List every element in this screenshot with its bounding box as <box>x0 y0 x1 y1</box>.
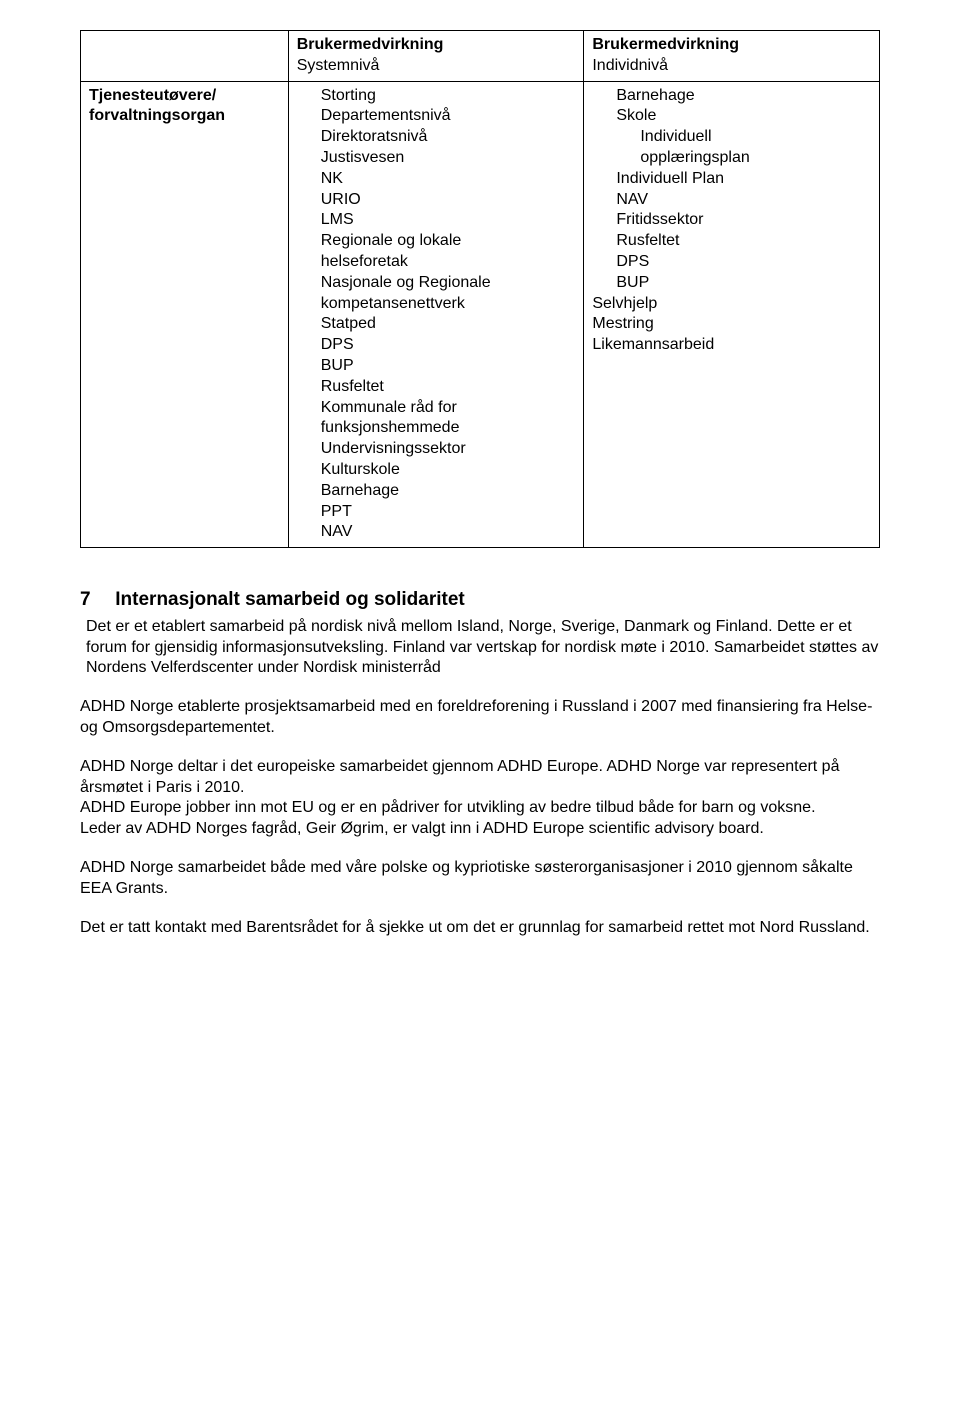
list-item: Statped <box>321 314 576 335</box>
list-item: BUP <box>592 273 871 294</box>
list-item: helseforetak <box>321 252 576 273</box>
list-item: opplæringsplan <box>592 148 871 169</box>
list-item: Mestring <box>592 314 871 335</box>
list-item: Individuell Plan <box>592 169 871 190</box>
list-item: Fritidssektor <box>592 210 871 231</box>
section-title: Internasjonalt samarbeid og solidaritet <box>115 589 464 610</box>
list-item: Kommunale råd for <box>321 398 576 419</box>
col1-header-l2: Systemnivå <box>297 57 380 74</box>
col2-header-l1: Brukermedvirkning <box>592 36 739 53</box>
list-item: Undervisningssektor <box>321 439 576 460</box>
brukermedvirkning-table: Brukermedvirkning Systemnivå Brukermedvi… <box>80 30 880 548</box>
list-item: Barnehage <box>321 481 576 502</box>
list-item: BUP <box>321 356 576 377</box>
body-paragraph: Leder av ADHD Norges fagråd, Geir Øgrim,… <box>80 819 880 840</box>
list-item: DPS <box>321 335 576 356</box>
list-item: Selvhjelp <box>592 294 871 315</box>
list-item: NAV <box>321 522 576 543</box>
list-item: NK <box>321 169 576 190</box>
body-paragraph: Det er et etablert samarbeid på nordisk … <box>80 617 880 679</box>
list-item: LMS <box>321 210 576 231</box>
list-item: URIO <box>321 190 576 211</box>
list-item: Rusfeltet <box>592 231 871 252</box>
list-item: Individuell <box>592 127 871 148</box>
list-item: Direktoratsnivå <box>321 127 576 148</box>
list-item: PPT <box>321 502 576 523</box>
list-item: Skole <box>592 106 871 127</box>
section-heading: 7 Internasjonalt samarbeid og solidarite… <box>80 588 880 613</box>
list-item: Kulturskole <box>321 460 576 481</box>
col1-header-l1: Brukermedvirkning <box>297 36 444 53</box>
section-number: 7 <box>80 588 110 613</box>
list-item: Regionale og lokale <box>321 231 576 252</box>
col2-header-l2: Individnivå <box>592 57 668 74</box>
list-item: Justisvesen <box>321 148 576 169</box>
list-item: kompetansenettverk <box>321 294 576 315</box>
list-item: DPS <box>592 252 871 273</box>
body-paragraph: ADHD Norge samarbeidet både med våre pol… <box>80 858 880 900</box>
list-item: Rusfeltet <box>321 377 576 398</box>
body-paragraph: ADHD Norge deltar i det europeiske samar… <box>80 757 880 799</box>
individ-level-list: BarnehageSkoleIndividuellopplæringsplanI… <box>592 86 871 356</box>
list-item: Likemannsarbeid <box>592 335 871 356</box>
body-paragraph: ADHD Europe jobber inn mot EU og er en p… <box>80 798 880 819</box>
list-item: Barnehage <box>592 86 871 107</box>
row-label-l1: Tjenesteutøvere/ <box>89 86 280 107</box>
list-item: funksjonshemmede <box>321 418 576 439</box>
body-paragraph: Det er tatt kontakt med Barentsrådet for… <box>80 918 880 939</box>
system-level-list: StortingDepartementsnivåDirektoratsnivåJ… <box>297 86 576 544</box>
list-item: Storting <box>321 86 576 107</box>
row-label-l2: forvaltningsorgan <box>89 106 280 127</box>
list-item: Nasjonale og Regionale <box>321 273 576 294</box>
body-paragraph: ADHD Norge etablerte prosjektsamarbeid m… <box>80 697 880 739</box>
list-item: NAV <box>592 190 871 211</box>
list-item: Departementsnivå <box>321 106 576 127</box>
